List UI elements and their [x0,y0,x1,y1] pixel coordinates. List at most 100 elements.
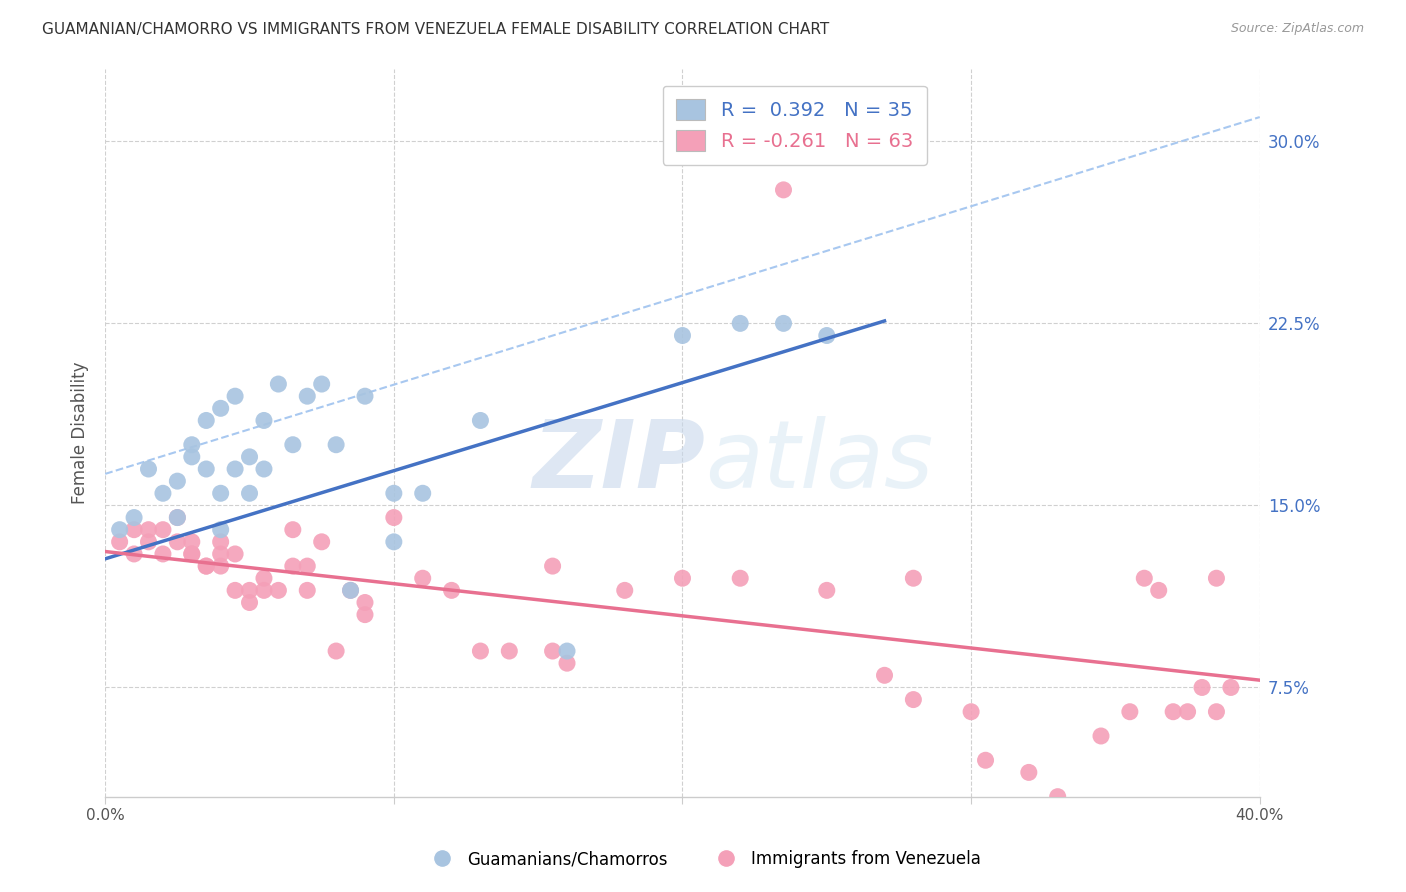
Point [354,389,377,403]
Point [412,486,434,500]
Point [1205,571,1227,585]
Point [1119,705,1142,719]
Point [166,510,188,524]
Point [354,595,377,609]
Point [253,462,276,476]
Point [339,583,361,598]
Point [209,534,232,549]
Point [152,486,174,500]
Point [728,571,751,585]
Point [339,583,361,598]
Point [253,583,276,598]
Point [195,462,218,476]
Point [903,571,925,585]
Point [224,389,246,403]
Point [267,377,290,392]
Point [1219,681,1241,695]
Y-axis label: Female Disability: Female Disability [72,361,89,504]
Point [671,571,693,585]
Point [138,534,160,549]
Point [1191,681,1213,695]
Legend: R =  0.392   N = 35, R = -0.261   N = 63: R = 0.392 N = 35, R = -0.261 N = 63 [662,86,927,165]
Point [541,644,564,658]
Point [224,462,246,476]
Point [253,571,276,585]
Point [903,692,925,706]
Point [180,534,202,549]
Point [138,523,160,537]
Point [180,547,202,561]
Point [108,523,131,537]
Point [152,523,174,537]
Point [440,583,463,598]
Point [555,656,578,670]
Point [873,668,896,682]
Point [498,644,520,658]
Point [238,583,260,598]
Point [1147,583,1170,598]
Point [224,547,246,561]
Point [209,523,232,537]
Point [108,534,131,549]
Point [960,705,983,719]
Point [671,328,693,343]
Point [122,523,145,537]
Point [325,438,347,452]
Point [195,559,218,574]
Point [382,534,405,549]
Point [613,583,636,598]
Point [138,462,160,476]
Point [297,559,319,574]
Point [1205,705,1227,719]
Text: GUAMANIAN/CHAMORRO VS IMMIGRANTS FROM VENEZUELA FEMALE DISABILITY CORRELATION CH: GUAMANIAN/CHAMORRO VS IMMIGRANTS FROM VE… [42,22,830,37]
Point [209,547,232,561]
Point [772,183,794,197]
Point [1177,705,1199,719]
Point [180,450,202,464]
Point [152,547,174,561]
Point [238,450,260,464]
Point [281,438,304,452]
Point [281,523,304,537]
Point [166,474,188,488]
Point [195,559,218,574]
Point [281,559,304,574]
Point [166,510,188,524]
Point [382,486,405,500]
Point [1018,765,1040,780]
Point [297,583,319,598]
Point [1161,705,1184,719]
Point [470,644,492,658]
Point [815,328,838,343]
Text: ZIP: ZIP [533,416,706,508]
Point [180,438,202,452]
Point [311,534,333,549]
Point [772,317,794,331]
Point [815,583,838,598]
Point [1046,789,1069,804]
Point [224,583,246,598]
Point [238,595,260,609]
Point [311,377,333,392]
Point [1133,571,1156,585]
Point [354,607,377,622]
Point [209,559,232,574]
Point [253,413,276,427]
Point [209,401,232,416]
Point [238,486,260,500]
Point [470,413,492,427]
Point [209,486,232,500]
Point [974,753,997,767]
Point [555,644,578,658]
Point [541,559,564,574]
Point [728,317,751,331]
Point [122,510,145,524]
Point [122,547,145,561]
Point [166,534,188,549]
Point [267,583,290,598]
Point [382,510,405,524]
Text: Source: ZipAtlas.com: Source: ZipAtlas.com [1230,22,1364,36]
Legend: Guamanians/Chamorros, Immigrants from Venezuela: Guamanians/Chamorros, Immigrants from Ve… [419,844,987,875]
Point [325,644,347,658]
Point [195,413,218,427]
